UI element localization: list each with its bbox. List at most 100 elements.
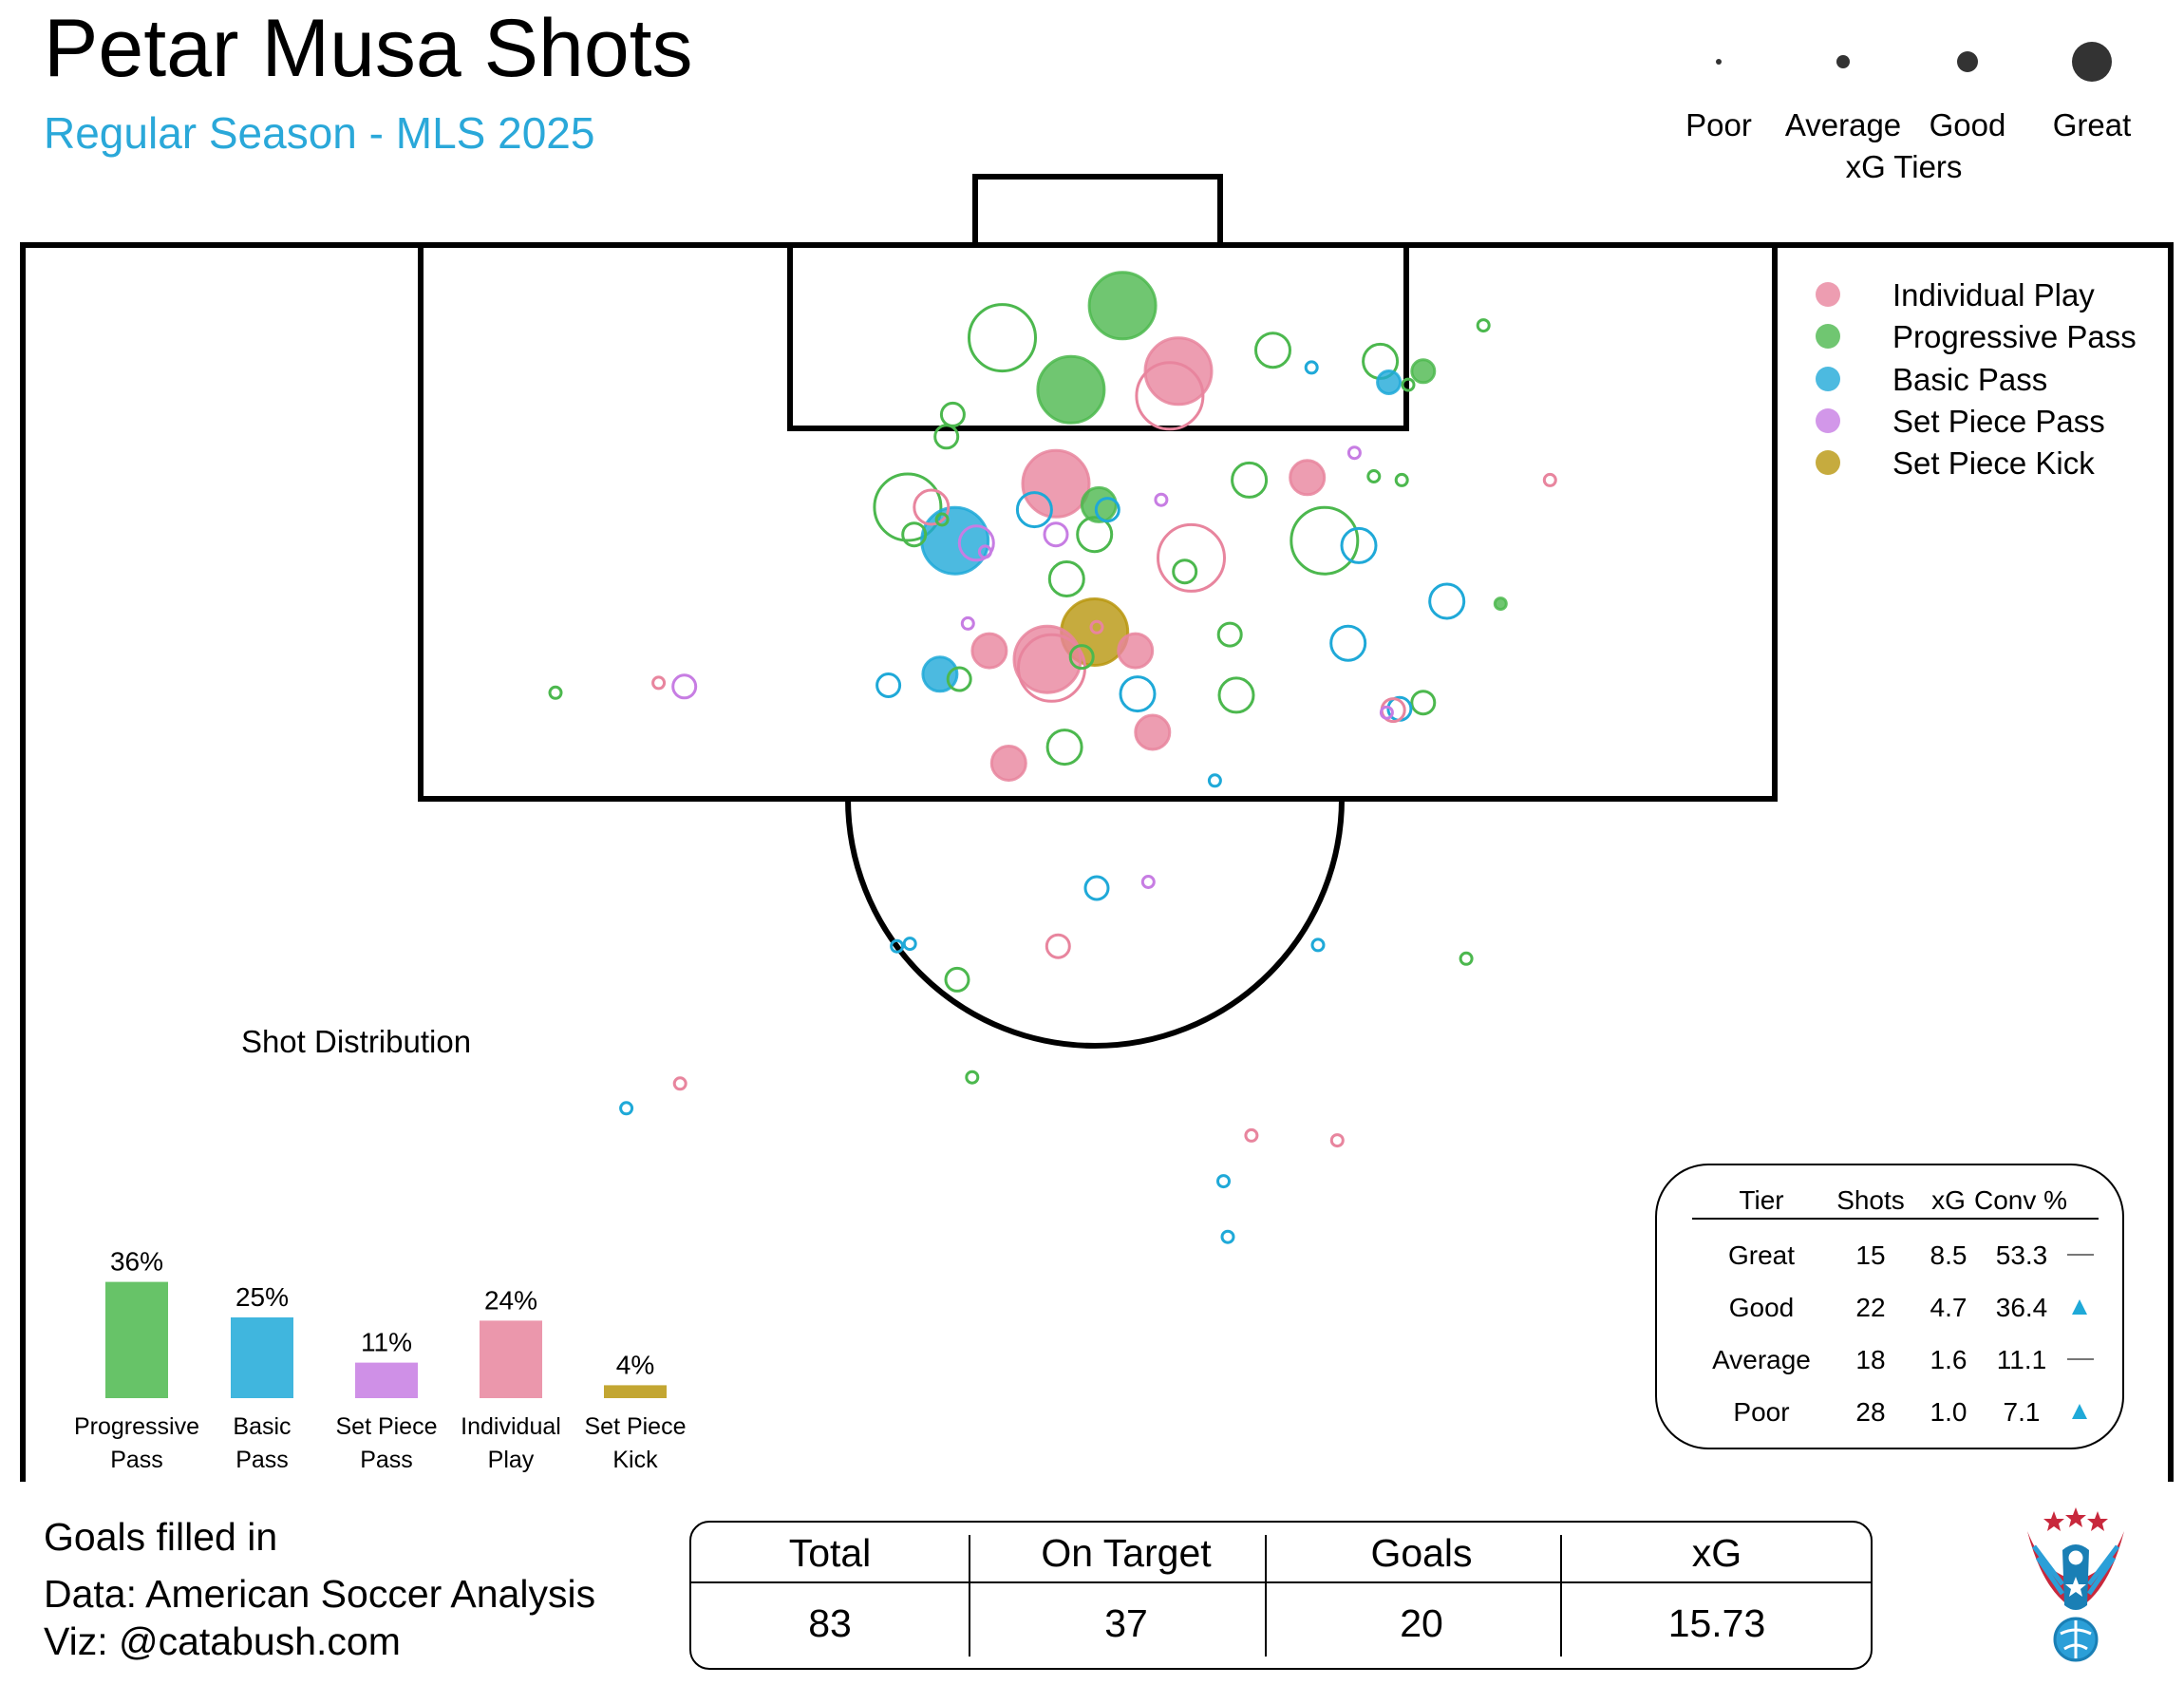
xg-tier-great-marker: [2072, 42, 2112, 82]
bar-category-label: Pass: [360, 1447, 413, 1473]
shot-marker: [1068, 644, 1095, 671]
page-subtitle: Regular Season - MLS 2025: [44, 108, 594, 158]
legend-item-set-piece-pass: Set Piece Pass: [1816, 404, 2105, 439]
shot-marker: [1216, 1174, 1231, 1189]
shot-marker: [1117, 632, 1155, 670]
individual-play-swatch: [1816, 282, 1840, 307]
trend-up-icon: [2072, 1299, 2087, 1315]
distribution-bar: [231, 1317, 293, 1398]
conv-cell: 53.3: [1996, 1240, 2048, 1270]
xg-tier-legend-title: xG Tiers: [1846, 149, 1963, 184]
shot-marker: [1119, 675, 1157, 713]
xg-tier-poor-marker: [1716, 59, 1722, 65]
xg-tier-good-marker: [1957, 51, 1978, 72]
bar-category-label: Pass: [110, 1447, 163, 1473]
data-source-credit: Data: American Soccer Analysis: [44, 1572, 595, 1616]
shot-marker: [1244, 1127, 1259, 1143]
xg-tier-great-label: Great: [2053, 107, 2132, 142]
shot-marker: [548, 685, 563, 700]
legend-label: Progressive Pass: [1892, 319, 2137, 354]
shot-marker: [1289, 459, 1327, 497]
summary-value-goals: 20: [1400, 1601, 1443, 1645]
summary-value-total: 83: [808, 1601, 852, 1645]
bar-category-label: Set Piece: [335, 1413, 437, 1440]
shot-marker: [1310, 937, 1326, 953]
shot-marker: [1231, 461, 1269, 499]
shot-marker: [977, 544, 992, 559]
bar-percent-label: 24%: [484, 1285, 537, 1315]
tier-table: Tier Shots xG Conv % Great 15 8.5 53.3 G…: [1655, 1164, 2124, 1449]
distribution-bar: [480, 1320, 542, 1398]
distribution-bar: [355, 1362, 418, 1398]
shot-marker: [968, 303, 1037, 373]
bar-percent-label: 4%: [616, 1350, 654, 1379]
bar-category-label: Individual: [461, 1413, 561, 1440]
table-row: Poor 28 1.0 7.1: [1733, 1397, 2087, 1427]
tier-table-header-cell: xG: [1931, 1185, 1966, 1215]
shot-marker: [913, 488, 951, 526]
shot-marker: [989, 745, 1027, 782]
shot-marker: [890, 938, 905, 954]
shot-marker: [1083, 875, 1110, 901]
conv-cell: 11.1: [1997, 1345, 2046, 1374]
tier-table-frame: [1655, 1164, 2124, 1449]
bar-percent-label: 25%: [235, 1282, 289, 1312]
shot-marker: [1379, 705, 1394, 720]
eagle-crest-logo: [2027, 1507, 2124, 1662]
bar-category-label: Kick: [612, 1447, 658, 1473]
shot-marker: [1290, 505, 1360, 576]
six-yard-box: [787, 242, 1409, 431]
bar-category-label: Pass: [235, 1447, 289, 1473]
summary-value-on-target: 37: [1104, 1601, 1148, 1645]
shot-marker: [939, 401, 966, 427]
set-piece-kick-swatch: [1816, 450, 1840, 475]
shot-marker: [944, 966, 970, 993]
table-row: Good 22 4.7 36.4: [1729, 1293, 2087, 1322]
bar-category-label: Progressive: [74, 1413, 199, 1440]
progressive-pass-swatch: [1816, 324, 1840, 349]
xg-tier-average-marker: [1836, 55, 1850, 68]
shot-marker: [1476, 318, 1491, 333]
footer-notes: Goals filled in Data: American Soccer An…: [44, 1515, 595, 1663]
shot-marker: [1094, 497, 1120, 523]
shots-cell: 18: [1855, 1345, 1885, 1374]
summary-value-xg: 15.73: [1668, 1601, 1766, 1645]
shot-marker: [1154, 492, 1169, 507]
shot-marker: [1542, 472, 1557, 487]
legend-item-set-piece-kick: Set Piece Kick: [1816, 445, 2095, 481]
shot-marker: [1340, 526, 1378, 564]
legend-label: Basic Pass: [1892, 362, 2047, 397]
shot-marker: [1329, 624, 1367, 662]
shot-marker: [651, 675, 667, 691]
shot-marker: [875, 672, 902, 698]
tier-table-header-cell: Tier: [1739, 1185, 1783, 1215]
bar-category-label: Play: [488, 1447, 535, 1473]
tier-table-header: Tier Shots xG Conv %: [1739, 1185, 2067, 1215]
distribution-percent-labels: 36% 25% 11% 24% 4%: [110, 1247, 654, 1380]
shot-marker: [946, 666, 972, 692]
shot-marker: [1087, 271, 1158, 341]
shot-marker: [1207, 773, 1222, 788]
shot-marker: [1021, 448, 1091, 519]
bar-percent-label: 11%: [361, 1328, 412, 1357]
shot-marker: [970, 632, 1008, 670]
pitch: [20, 174, 2174, 1482]
summary-header-total: Total: [789, 1531, 872, 1575]
xg-cell: 1.0: [1930, 1397, 1967, 1427]
distribution-bars: [105, 1281, 667, 1398]
shot-marker: [1043, 521, 1069, 548]
tier-table-rows: Great 15 8.5 53.3 Good 22 4.7 36.4 Avera…: [1712, 1240, 2094, 1427]
shot-marker: [1076, 516, 1114, 554]
xg-tier-average-label: Average: [1785, 107, 1901, 142]
shot-marker: [902, 937, 917, 952]
legend-item-individual-play: Individual Play: [1816, 277, 2095, 312]
category-legend: Individual Play Progressive Pass Basic P…: [1816, 277, 2137, 481]
tier-cell: Great: [1728, 1240, 1795, 1270]
penalty-arc: [845, 798, 1345, 1049]
shot-marker: [1394, 472, 1409, 487]
shot-marker: [960, 615, 975, 631]
set-piece-pass-swatch: [1816, 408, 1840, 433]
distribution-title: Shot Distribution: [241, 1024, 471, 1059]
shot-marker: [901, 521, 928, 548]
xg-tier-good-label: Good: [1930, 107, 2006, 142]
